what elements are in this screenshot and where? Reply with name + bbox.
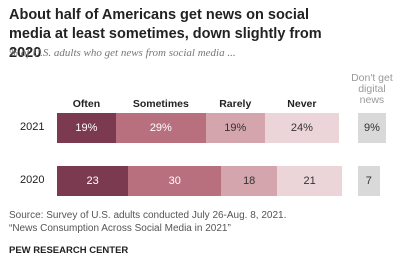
value-label: 9% bbox=[363, 122, 380, 134]
value-label: 18 bbox=[243, 175, 256, 187]
bar-segment: 19% bbox=[57, 113, 116, 143]
legend-label: Don't get digital news bbox=[351, 72, 393, 106]
report-note: “News Consumption Across Social Media in… bbox=[9, 223, 231, 234]
chart-subtitle: % of U.S. adults who get news from socia… bbox=[9, 47, 236, 59]
chart-title: About half of Americans get news on soci… bbox=[9, 7, 322, 61]
bar-segment: 29% bbox=[115, 113, 206, 143]
legend-label: Rarely bbox=[219, 98, 252, 110]
value-label: 23 bbox=[86, 175, 99, 187]
value-label: 30 bbox=[168, 175, 181, 187]
value-label: 7 bbox=[365, 175, 372, 187]
source: PEW RESEARCH CENTER bbox=[9, 245, 129, 256]
value-label: 21 bbox=[303, 175, 316, 187]
value-label: 19% bbox=[224, 122, 247, 134]
bar-segment: 9% bbox=[358, 113, 386, 143]
source-note: Source: Survey of U.S. adults conducted … bbox=[9, 210, 287, 221]
bar-segment: 30 bbox=[128, 166, 222, 196]
category-label: 2021 bbox=[20, 121, 45, 133]
bar-segment: 23 bbox=[57, 166, 129, 196]
value-label: 24% bbox=[290, 122, 313, 134]
legend-label: Often bbox=[72, 98, 101, 110]
bar-segment: 24% bbox=[264, 113, 340, 143]
value-label: 29% bbox=[149, 122, 172, 134]
legend-label: Sometimes bbox=[132, 98, 189, 110]
bar-segment: 21 bbox=[277, 166, 343, 196]
value-label: 19% bbox=[75, 122, 98, 134]
bar-segment: 18 bbox=[221, 166, 278, 196]
category-label: 2020 bbox=[20, 174, 45, 186]
bar-segment: 19% bbox=[205, 113, 265, 143]
bar-segment: 7 bbox=[358, 166, 380, 196]
legend-label: Never bbox=[287, 98, 317, 110]
